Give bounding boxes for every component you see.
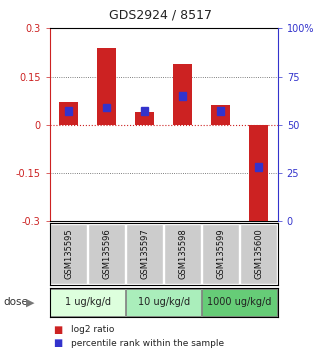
Bar	[65, 107, 72, 115]
Text: ■: ■	[53, 325, 62, 335]
Bar	[50, 289, 125, 316]
Text: GSM135599: GSM135599	[216, 229, 225, 279]
Bar	[126, 224, 163, 284]
Text: GSM135595: GSM135595	[64, 229, 73, 279]
Bar	[255, 164, 262, 171]
Text: GSM135600: GSM135600	[254, 229, 263, 279]
Bar	[88, 224, 125, 284]
Bar	[217, 107, 224, 115]
Bar	[126, 289, 201, 316]
Text: percentile rank within the sample: percentile rank within the sample	[71, 339, 224, 348]
Text: GSM135598: GSM135598	[178, 229, 187, 279]
Text: ▶: ▶	[26, 297, 35, 307]
Text: 1 ug/kg/d: 1 ug/kg/d	[65, 297, 111, 307]
Text: 10 ug/kg/d: 10 ug/kg/d	[138, 297, 190, 307]
Text: dose: dose	[3, 297, 28, 307]
Bar	[202, 289, 277, 316]
Bar	[103, 104, 110, 111]
Bar	[173, 64, 192, 125]
Text: GSM135596: GSM135596	[102, 229, 111, 279]
Text: ■: ■	[53, 338, 62, 348]
Bar	[141, 107, 148, 115]
Bar	[202, 224, 239, 284]
Bar	[164, 224, 201, 284]
Text: 1000 ug/kg/d: 1000 ug/kg/d	[207, 297, 272, 307]
Bar	[135, 112, 154, 125]
Text: log2 ratio: log2 ratio	[71, 325, 114, 335]
Bar	[240, 224, 277, 284]
Bar	[59, 102, 78, 125]
Bar	[50, 224, 87, 284]
Bar	[211, 105, 230, 125]
Bar	[179, 92, 186, 100]
Text: GSM135597: GSM135597	[140, 229, 149, 279]
Bar	[249, 125, 268, 234]
Bar	[97, 47, 116, 125]
Text: GDS2924 / 8517: GDS2924 / 8517	[109, 9, 212, 22]
